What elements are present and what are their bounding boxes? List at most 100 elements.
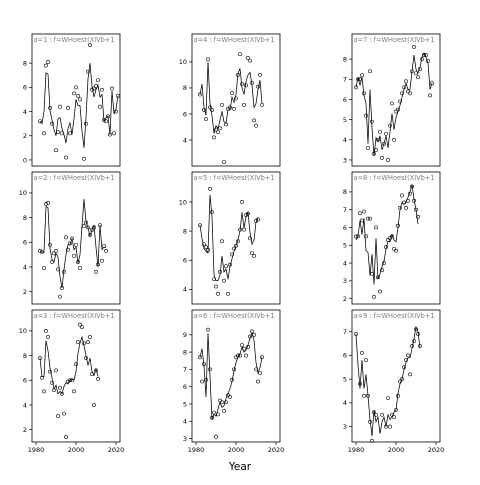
data-point: [414, 207, 418, 212]
data-point: [230, 252, 234, 257]
y-tick-label: 6: [23, 84, 27, 92]
data-point: [40, 250, 44, 255]
data-point: [364, 234, 368, 239]
data-point: [210, 108, 214, 112]
data-point: [56, 267, 60, 272]
data-point: [202, 242, 206, 247]
x-tick-label: 2020: [428, 446, 445, 454]
y-tick-label: 10: [179, 198, 187, 206]
data-point: [68, 241, 72, 246]
data-point: [244, 353, 248, 358]
data-point: [102, 118, 106, 122]
data-point: [370, 438, 374, 443]
data-point: [204, 245, 208, 250]
data-point: [202, 362, 206, 367]
data-point: [78, 322, 82, 327]
data-point: [250, 329, 254, 334]
y-tick-label: 5: [343, 116, 347, 124]
data-point: [396, 393, 400, 398]
data-point: [240, 343, 244, 348]
y-tick-label: 6: [23, 239, 27, 247]
data-point: [360, 218, 364, 223]
data-point: [60, 391, 64, 396]
data-point: [368, 419, 372, 424]
data-point: [50, 121, 54, 126]
data-point: [240, 200, 244, 204]
data-point: [358, 77, 362, 82]
data-point: [250, 251, 254, 255]
data-point: [234, 243, 238, 248]
data-point: [48, 242, 52, 247]
data-point: [256, 217, 260, 222]
data-point: [356, 234, 360, 239]
data-point: [198, 355, 202, 360]
data-point: [396, 223, 400, 228]
data-point: [354, 85, 358, 90]
data-point: [46, 335, 50, 339]
data-point: [52, 251, 56, 256]
data-point: [360, 351, 364, 355]
data-point: [88, 43, 92, 47]
data-point: [416, 75, 420, 80]
panel-frame: [351, 33, 441, 167]
y-tick-label: 4: [23, 401, 27, 409]
data-point: [236, 239, 240, 244]
data-point: [392, 137, 396, 142]
data-point: [404, 206, 408, 210]
y-tick-label: 6: [343, 224, 347, 232]
data-point: [428, 93, 432, 98]
data-point: [238, 52, 242, 57]
panel-4: a=2 : f=WHoest(XIVb+1 2 4 6 8 10: [19, 171, 121, 305]
data-point: [234, 96, 238, 101]
y-tick-label: 4: [343, 259, 347, 267]
data-point: [370, 119, 374, 124]
data-point: [370, 271, 374, 276]
data-point: [402, 85, 406, 90]
data-point: [228, 395, 232, 399]
data-point: [356, 77, 360, 82]
data-point: [426, 59, 430, 64]
panel-5: a=5 : f=WHoest(XIVb+1 4 6 8 10: [179, 171, 281, 305]
y-tick-label: 4: [183, 418, 187, 426]
panel-strip-label: a=5 : f=WHoest(XIVb+1: [194, 174, 275, 182]
data-point: [384, 424, 388, 429]
data-point: [42, 131, 46, 136]
y-tick-label: 2: [23, 426, 27, 434]
y-tick-label: 4: [183, 286, 187, 294]
data-point: [212, 410, 216, 415]
data-point: [420, 57, 424, 62]
data-point: [100, 258, 104, 263]
data-point: [258, 370, 262, 375]
data-point: [232, 367, 236, 372]
data-point: [414, 71, 418, 76]
data-point: [82, 341, 86, 346]
data-point: [76, 340, 80, 344]
series-line: [39, 63, 119, 148]
series-line: [199, 194, 259, 282]
data-point: [64, 235, 68, 240]
panel-frame: [31, 33, 121, 167]
data-point: [90, 228, 94, 232]
data-point: [38, 119, 42, 124]
y-tick-label: 7: [343, 76, 347, 84]
data-point: [98, 104, 102, 109]
panel-strip-label: a=1 : f=WHoest(XIVb+1: [34, 36, 115, 44]
data-point: [258, 73, 262, 77]
data-point: [210, 415, 214, 420]
data-point: [236, 353, 240, 358]
data-point: [366, 145, 370, 150]
data-point: [208, 186, 212, 191]
data-point: [204, 377, 208, 382]
data-point: [394, 248, 398, 253]
data-point: [208, 105, 212, 110]
data-point: [74, 242, 78, 247]
data-point: [198, 92, 202, 97]
data-point: [232, 246, 236, 251]
data-point: [92, 403, 96, 407]
series-line: [39, 335, 99, 395]
data-point: [220, 400, 224, 405]
data-point: [238, 227, 242, 232]
data-point: [44, 202, 48, 206]
data-point: [256, 84, 260, 89]
data-point: [214, 284, 218, 289]
